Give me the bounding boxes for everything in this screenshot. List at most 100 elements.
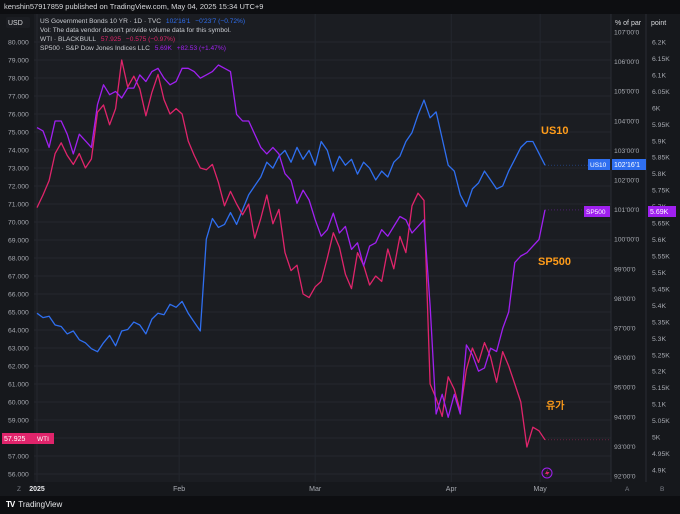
- right-tick-label: 5.25K: [652, 352, 670, 359]
- left-tick-label: 70.000: [8, 220, 29, 227]
- right-tick-label: 6.05K: [652, 89, 670, 96]
- right-axis[interactable]: 6.2K 6.15K 6.1K 6.05K 6K 5.95K 5.9K 5.85K 5.8K 5.…: [652, 40, 670, 475]
- mid-tick-label: 105'00'0: [614, 89, 639, 96]
- us10-annotation: US10: [541, 125, 569, 137]
- us10-price-tag: US10 102'16'1: [588, 159, 646, 170]
- legend-volume: Vol: The data vendor doesn't provide vol…: [40, 26, 234, 35]
- right-tick-label: 5.9K: [652, 138, 666, 145]
- left-tick-label: 57.000: [8, 454, 29, 461]
- mid-tick-label: 107'00'0: [614, 30, 639, 37]
- left-tick-label: 73.000: [8, 166, 29, 173]
- right-tick-label: 4.95K: [652, 451, 670, 458]
- right-tick-label: 5.95K: [652, 122, 670, 129]
- series-line-us10[interactable]: [36, 99, 546, 353]
- wti-price-label: WTI: [37, 436, 49, 443]
- right-tick-label: 5.55K: [652, 254, 670, 261]
- left-axis-panel: [0, 14, 34, 482]
- footer-bar: TV TradingView: [0, 496, 680, 514]
- series-line-sp500[interactable]: [36, 64, 546, 418]
- sp500-price-tag: SP500 5.69K: [584, 206, 676, 217]
- legend-volume-text: Vol: The data vendor doesn't provide vol…: [40, 27, 231, 34]
- mid-axis[interactable]: 107'00'0 106'00'0 105'00'0 104'00'0 103'00'0…: [614, 30, 639, 481]
- legend-us10-value: 102'16'1: [165, 18, 191, 25]
- publish-header: kenshin57917859 published on TradingView…: [0, 0, 680, 14]
- left-tick-label: 65.000: [8, 310, 29, 317]
- time-axis[interactable]: 2025 Feb Mar Apr May: [29, 486, 547, 493]
- legend-us10[interactable]: US Government Bonds 10 YR · 1D · TVC 102…: [40, 17, 248, 26]
- right-axis-title: point: [651, 20, 666, 27]
- right-tick-label: 5K: [652, 435, 661, 442]
- mid-tick-label: 93'00'0: [614, 444, 636, 451]
- time-axis-panel: [0, 482, 680, 496]
- right-tick-label: 5.2K: [652, 369, 666, 376]
- right-tick-label: 5.8K: [652, 171, 666, 178]
- mid-tick-label: 94'00'0: [614, 414, 636, 421]
- right-tick-label: 6.2K: [652, 40, 666, 47]
- left-tick-label: 80.000: [8, 40, 29, 47]
- mid-tick-label: 100'00'0: [614, 237, 639, 244]
- right-tick-label: 6.15K: [652, 56, 670, 63]
- mid-tick-label: 96'00'0: [614, 355, 636, 362]
- left-tick-label: 69.000: [8, 238, 29, 245]
- mid-tick-label: 97'00'0: [614, 326, 636, 333]
- mid-tick-label: 92'00'0: [614, 474, 636, 481]
- left-axis[interactable]: 80.000 79.000 78.000 77.000 76.000 75.000 74.0…: [8, 40, 29, 479]
- footer-brand: TradingView: [18, 500, 63, 509]
- left-axis-title: USD: [8, 20, 23, 27]
- legend-wti[interactable]: WTI · BLACKBULL 57.925 −0.575 (−0.97%): [40, 35, 178, 44]
- us10-price-label: US10: [590, 162, 607, 169]
- legend-sp500-change: +82.53 (+1.47%): [176, 45, 226, 52]
- left-tick-label: 71.000: [8, 202, 29, 209]
- left-tick-label: 59.000: [8, 418, 29, 425]
- right-tick-label: 5.3K: [652, 336, 666, 343]
- left-tick-label: 78.000: [8, 76, 29, 83]
- legend-wti-change: −0.575 (−0.97%): [125, 36, 176, 43]
- left-axis-title-box: [6, 17, 30, 28]
- right-tick-label: 5.6K: [652, 237, 666, 244]
- right-tick-label: 5.15K: [652, 385, 670, 392]
- tradingview-logo-icon: TV: [6, 500, 15, 509]
- us10-price-value: 102'16'1: [614, 162, 640, 169]
- legend-wti-name: WTI · BLACKBULL: [40, 36, 97, 43]
- left-tick-label: 56.000: [8, 472, 29, 479]
- mid-tick-label: 106'00'0: [614, 59, 639, 66]
- left-tick-label: 72.000: [8, 184, 29, 191]
- left-tick-label: 79.000: [8, 58, 29, 65]
- left-tick-label: 60.000: [8, 400, 29, 407]
- right-tick-label: 5.05K: [652, 418, 670, 425]
- attribution-text: kenshin57917859 published on TradingView…: [4, 2, 264, 11]
- mid-tick-label: 101'00'0: [614, 207, 639, 214]
- right-tick-label: 5.4K: [652, 303, 666, 310]
- left-tick-label: 75.000: [8, 130, 29, 137]
- sp500-price-value: 5.69K: [650, 209, 669, 216]
- mid-tick-label: 102'00'0: [614, 178, 639, 185]
- mid-tick-label: 95'00'0: [614, 385, 636, 392]
- sp500-annotation: SP500: [538, 256, 571, 268]
- right-tick-label: 4.9K: [652, 468, 666, 475]
- right-tick-label: 5.5K: [652, 270, 666, 277]
- bottom-mid-label: A: [625, 486, 630, 493]
- left-tick-label: 62.000: [8, 364, 29, 371]
- left-tick-label: 63.000: [8, 346, 29, 353]
- right-tick-label: 5.65K: [652, 221, 670, 228]
- legend-sp500[interactable]: SP500 · S&P Dow Jones Indices LLC 5.69K …: [40, 44, 229, 53]
- mid-axis-title: % of par: [615, 20, 642, 27]
- right-tick-label: 6.1K: [652, 72, 666, 79]
- legend-sp500-value: 5.69K: [154, 45, 172, 52]
- lightning-icon[interactable]: [541, 467, 553, 479]
- wti-price-value: 57.925: [4, 436, 26, 443]
- left-tick-label: 68.000: [8, 256, 29, 263]
- mid-tick-label: 99'00'0: [614, 266, 636, 273]
- chart[interactable]: USD % of par point 80.000 79.000 78.000 77.…: [0, 14, 680, 496]
- x-tick-label: Apr: [446, 486, 458, 493]
- x-tick-label: Mar: [309, 486, 322, 493]
- legend-us10-change: −0'23'7 (−0.72%): [195, 18, 246, 25]
- oil-annotation: 유가: [546, 399, 565, 412]
- right-tick-label: 5.75K: [652, 188, 670, 195]
- bottom-right-label: B: [660, 486, 664, 493]
- right-tick-label: 5.45K: [652, 286, 670, 293]
- right-tick-label: 5.1K: [652, 402, 666, 409]
- legend-us10-name: US Government Bonds 10 YR · 1D · TVC: [40, 18, 162, 25]
- left-tick-label: 74.000: [8, 148, 29, 155]
- wti-price-tag: 57.925 WTI: [2, 433, 54, 444]
